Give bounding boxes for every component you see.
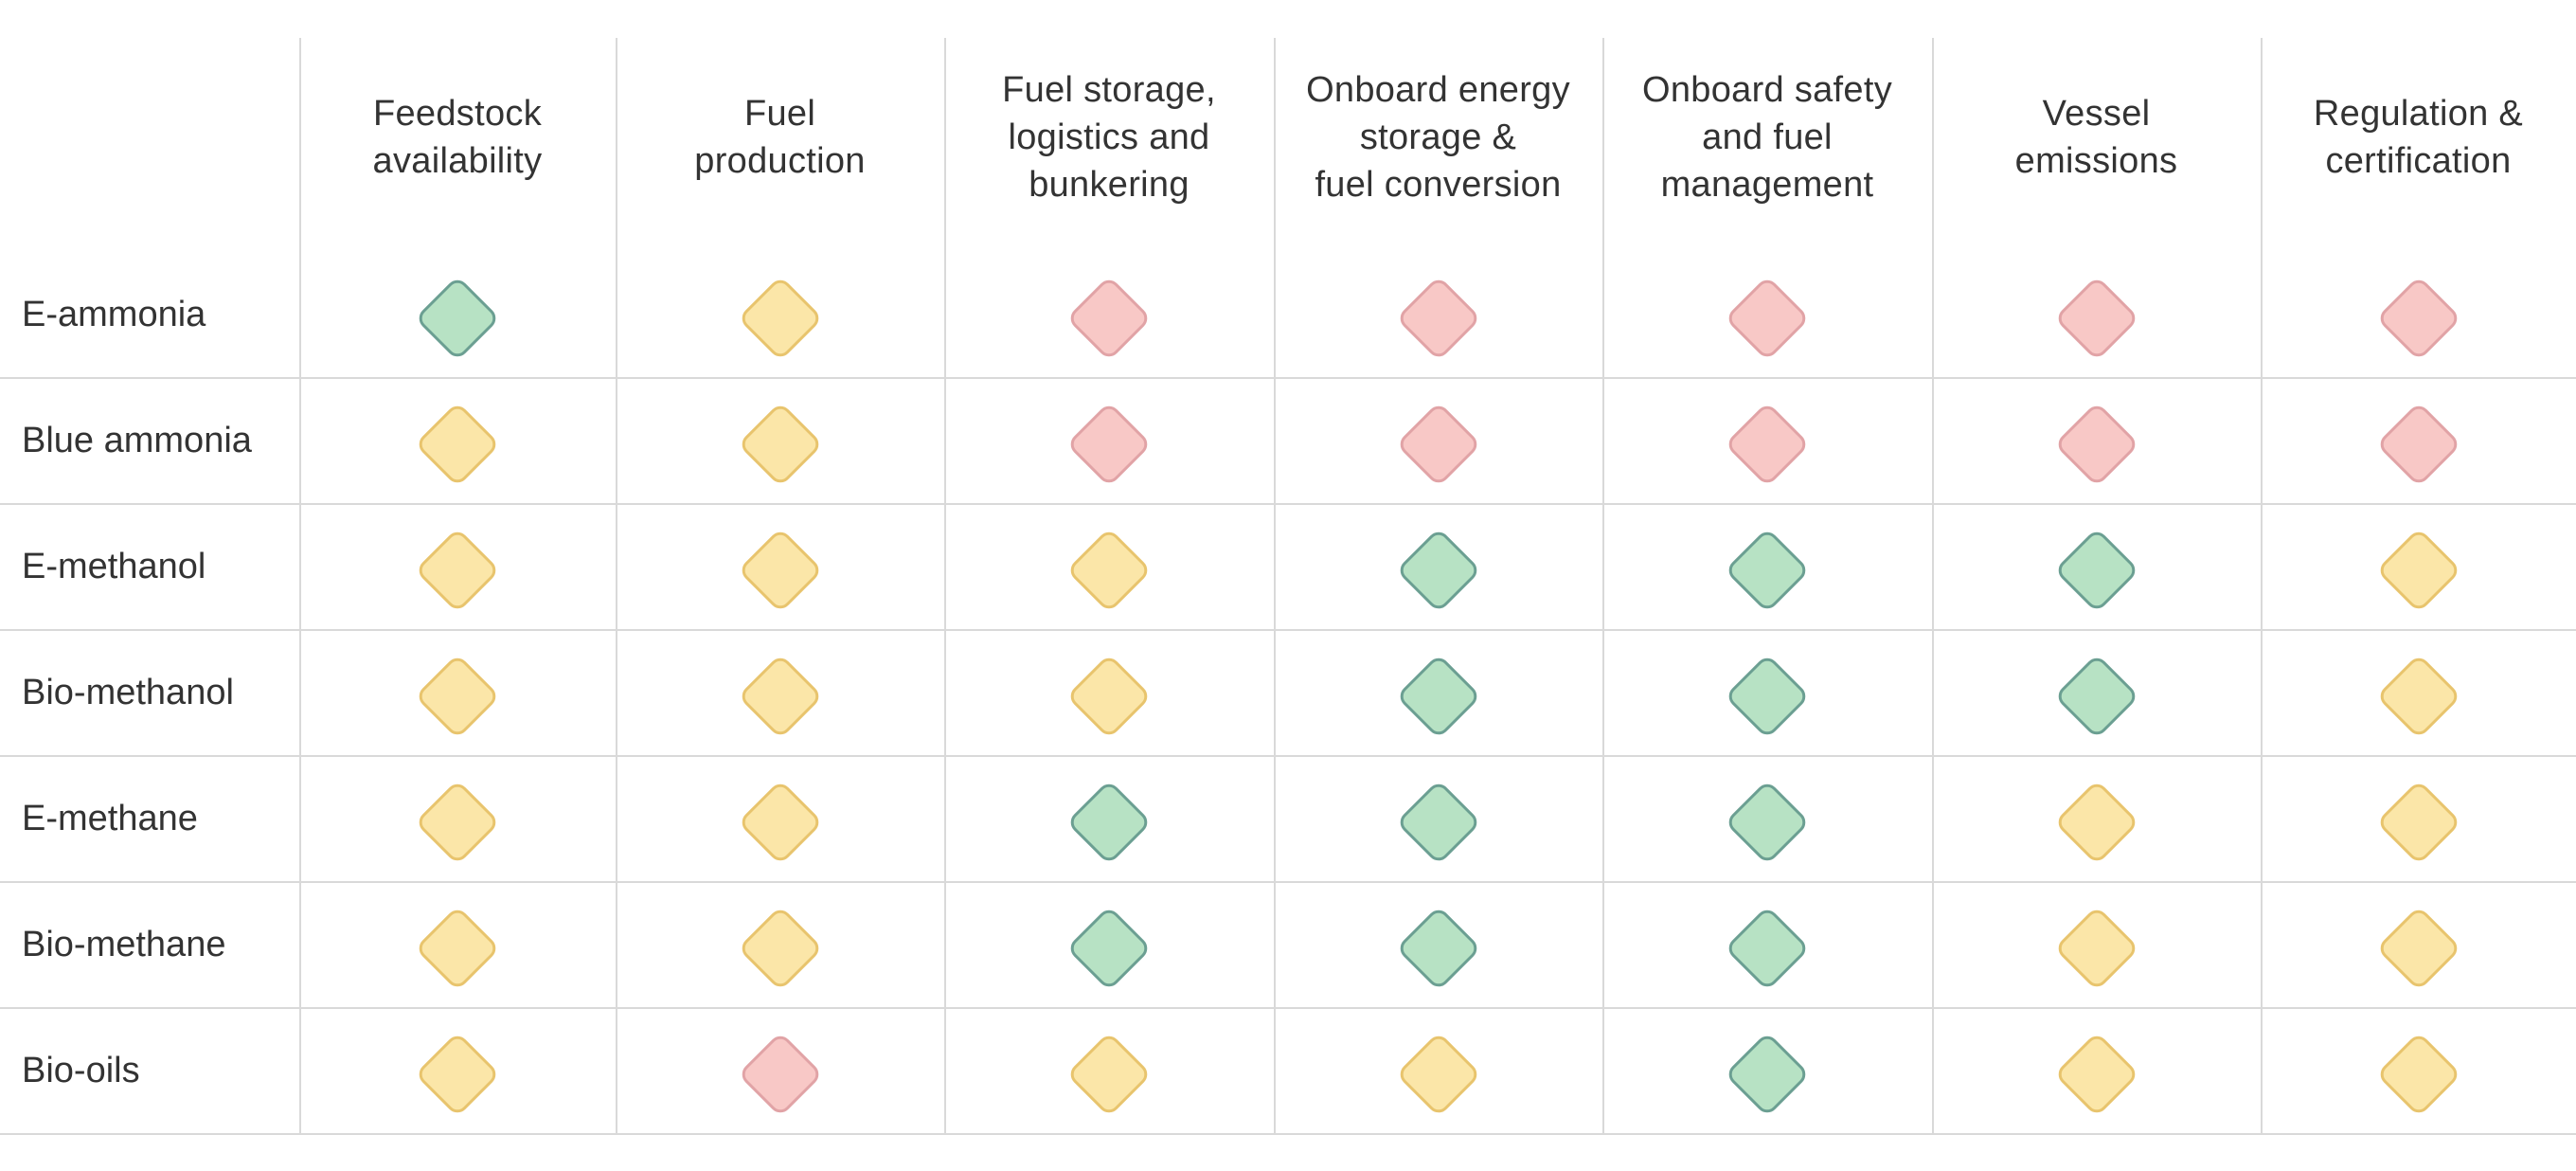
rating-diamond-green <box>1395 527 1481 613</box>
column-header-label: Fuel production <box>694 94 866 181</box>
rating-diamond-red <box>1065 401 1153 487</box>
rating-diamond-yellow <box>2375 1031 2461 1117</box>
row-divider <box>0 1007 2576 1009</box>
column-header-label: Feedstock availability <box>372 94 543 181</box>
rating-diamond-green <box>1724 779 1811 865</box>
rating-diamond-green <box>1065 779 1153 865</box>
rating-diamond-yellow <box>2053 905 2139 991</box>
row-divider <box>0 503 2576 505</box>
column-header: Regulation & certification <box>2261 38 2576 237</box>
rating-diamond-yellow <box>2375 905 2461 991</box>
column-header: Vessel emissions <box>1932 38 2261 237</box>
rating-diamond-green <box>1395 653 1481 739</box>
column-divider <box>616 38 617 1134</box>
column-divider <box>1602 38 1604 1134</box>
row-divider <box>0 755 2576 757</box>
row-label: Bio-methanol <box>22 673 234 712</box>
column-header: Onboard safety and fuel management <box>1602 38 1932 237</box>
column-divider <box>944 38 946 1134</box>
row-divider <box>0 1133 2576 1135</box>
rating-diamond-green <box>2053 653 2139 739</box>
rating-diamond-red <box>1724 275 1811 361</box>
rating-diamond-yellow <box>414 653 501 739</box>
rating-diamond-yellow <box>737 905 823 991</box>
column-header-label: Fuel storage, logistics and bunkering <box>1002 70 1216 205</box>
rating-diamond-red <box>1395 401 1481 487</box>
rating-diamond-green <box>1724 905 1811 991</box>
rating-diamond-yellow <box>1065 527 1153 613</box>
row-label: E-methane <box>22 799 198 838</box>
rating-diamond-red <box>2053 401 2139 487</box>
row-divider <box>0 881 2576 883</box>
rating-diamond-red <box>2375 275 2461 361</box>
row-label: Bio-oils <box>22 1051 140 1090</box>
rating-diamond-green <box>1724 1031 1811 1117</box>
rating-diamond-yellow <box>1395 1031 1481 1117</box>
rating-diamond-yellow <box>414 1031 501 1117</box>
rating-diamond-red <box>1724 401 1811 487</box>
rating-diamond-red <box>1395 275 1481 361</box>
rating-diamond-green <box>1395 905 1481 991</box>
column-header: Fuel storage, logistics and bunkering <box>944 38 1274 237</box>
rating-diamond-yellow <box>2375 653 2461 739</box>
rating-diamond-yellow <box>414 401 501 487</box>
rating-diamond-green <box>1395 779 1481 865</box>
rating-diamond-red <box>1065 275 1153 361</box>
column-divider <box>299 38 301 1134</box>
column-header: Fuel production <box>616 38 944 237</box>
rating-diamond-yellow <box>2375 779 2461 865</box>
column-divider <box>2261 38 2263 1134</box>
column-header-label: Onboard energy storage & fuel conversion <box>1306 70 1570 205</box>
rating-diamond-yellow <box>737 527 823 613</box>
rating-diamond-yellow <box>737 653 823 739</box>
rating-diamond-yellow <box>2053 779 2139 865</box>
row-label: E-methanol <box>22 547 206 586</box>
rating-diamond-yellow <box>2053 1031 2139 1117</box>
column-header-label: Regulation & certification <box>2313 94 2524 181</box>
column-header-label: Vessel emissions <box>2014 94 2178 181</box>
rating-diamond-red <box>2375 401 2461 487</box>
column-header-label: Onboard safety and fuel management <box>1641 70 1893 205</box>
rating-diamond-yellow <box>1065 1031 1153 1117</box>
rating-diamond-yellow <box>414 527 501 613</box>
column-divider <box>1932 38 1934 1134</box>
row-divider <box>0 629 2576 631</box>
rating-diamond-yellow <box>1065 653 1153 739</box>
row-label: Blue ammonia <box>22 421 252 460</box>
row-label: E-ammonia <box>22 295 206 334</box>
rating-diamond-yellow <box>414 905 501 991</box>
rating-diamond-yellow <box>737 401 823 487</box>
column-header: Feedstock availability <box>299 38 616 237</box>
column-header: Onboard energy storage & fuel conversion <box>1274 38 1602 237</box>
rating-diamond-red <box>2053 275 2139 361</box>
rating-diamond-yellow <box>737 275 823 361</box>
row-label: Bio-methane <box>22 925 226 964</box>
rating-diamond-yellow <box>414 779 501 865</box>
rating-diamond-green <box>1724 653 1811 739</box>
column-divider <box>1274 38 1276 1134</box>
rating-diamond-green <box>1724 527 1811 613</box>
rating-diamond-yellow <box>737 779 823 865</box>
row-divider <box>0 377 2576 379</box>
rating-diamond-green <box>1065 905 1153 991</box>
rating-diamond-green <box>414 275 501 361</box>
rating-diamond-green <box>2053 527 2139 613</box>
rating-diamond-red <box>737 1031 823 1117</box>
rating-diamond-yellow <box>2375 527 2461 613</box>
